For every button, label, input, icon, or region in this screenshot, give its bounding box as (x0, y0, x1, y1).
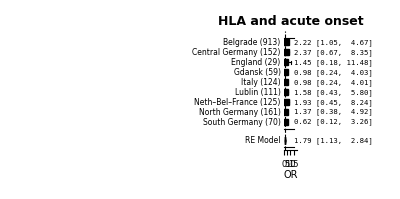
Text: England (29): England (29) (231, 58, 281, 67)
Text: 1.58 [0.43,  5.80]: 1.58 [0.43, 5.80] (294, 89, 372, 96)
Text: 0.98 [0.24,  4.01]: 0.98 [0.24, 4.01] (294, 79, 372, 86)
Text: 1.79 [1.13,  2.84]: 1.79 [1.13, 2.84] (294, 138, 372, 144)
Text: 1.45 [0.18, 11.48]: 1.45 [0.18, 11.48] (294, 59, 372, 66)
Text: 1.37 [0.38,  4.92]: 1.37 [0.38, 4.92] (294, 109, 372, 115)
Text: Central Germany (152): Central Germany (152) (192, 48, 281, 57)
Polygon shape (285, 137, 286, 145)
Text: Belgrade (913): Belgrade (913) (223, 38, 281, 47)
X-axis label: OR: OR (283, 170, 298, 180)
Text: North Germany (161): North Germany (161) (199, 108, 281, 117)
Text: 2.37 [0.67,  8.35]: 2.37 [0.67, 8.35] (294, 49, 372, 56)
Text: 0.98 [0.24,  4.03]: 0.98 [0.24, 4.03] (294, 69, 372, 76)
Text: Lublin (111): Lublin (111) (235, 88, 281, 97)
Title: HLA and acute onset: HLA and acute onset (218, 15, 364, 28)
Text: Neth–Bel–France (125): Neth–Bel–France (125) (194, 98, 281, 107)
Text: 1.93 [0.45,  8.24]: 1.93 [0.45, 8.24] (294, 99, 372, 105)
Text: Gdansk (59): Gdansk (59) (234, 68, 281, 77)
Text: South Germany (70): South Germany (70) (203, 118, 281, 127)
Text: RE Model: RE Model (245, 137, 281, 145)
Text: 0.62 [0.12,  3.26]: 0.62 [0.12, 3.26] (294, 119, 372, 125)
Text: 2.22 [1.05,  4.67]: 2.22 [1.05, 4.67] (294, 39, 372, 46)
Text: Italy (124): Italy (124) (241, 78, 281, 87)
